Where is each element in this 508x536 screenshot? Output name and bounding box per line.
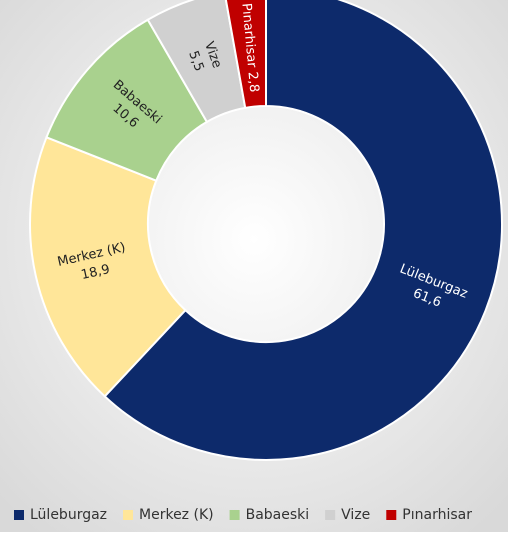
slice <box>29 136 187 398</box>
slice <box>103 0 503 461</box>
legend-swatch <box>386 510 397 520</box>
legend-label: Lüleburgaz <box>30 507 107 523</box>
legend-label: Pınarhisar <box>402 507 472 523</box>
slice <box>146 0 247 124</box>
slice-label: Pınarhisar 2,8 <box>239 2 262 93</box>
legend-swatch <box>229 510 240 520</box>
legend-swatch <box>123 510 134 520</box>
slice-label-text: Pınarhisar 2,8 <box>239 2 262 93</box>
value-label: 5,5 <box>185 49 206 74</box>
legend-swatch <box>325 510 336 520</box>
legend-label: Vize <box>341 507 370 523</box>
value-label: 2,8 <box>245 71 262 93</box>
slice <box>224 0 267 110</box>
category-label: Pınarhisar <box>239 2 260 68</box>
legend-label: Merkez (K) <box>139 507 214 523</box>
value-label: 18,9 <box>80 262 112 283</box>
legend-swatch <box>14 510 24 520</box>
legend-label: Babaeski <box>246 507 310 523</box>
